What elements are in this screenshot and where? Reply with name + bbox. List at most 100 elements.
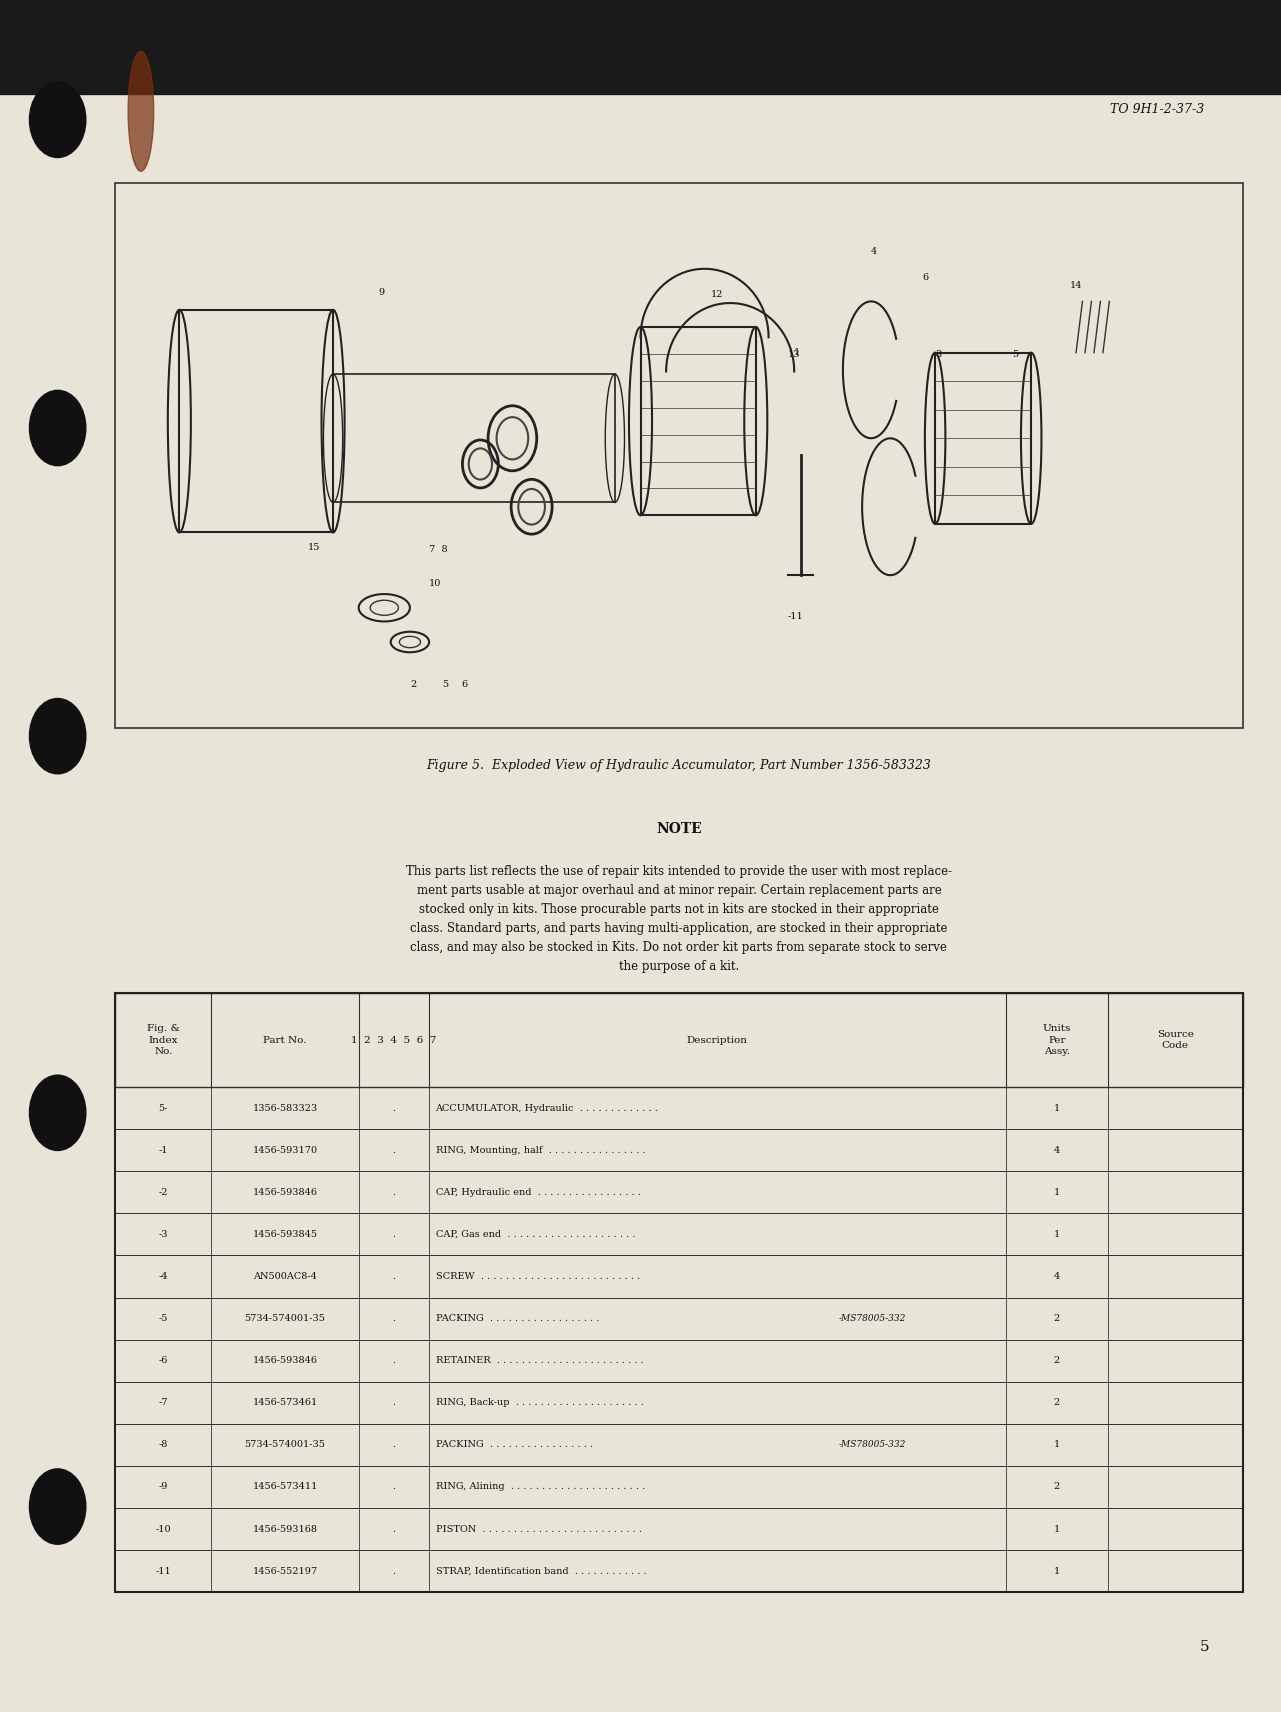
Text: CAP, Gas end  . . . . . . . . . . . . . . . . . . . . .: CAP, Gas end . . . . . . . . . . . . . .…: [436, 1229, 635, 1239]
Text: 1: 1: [794, 348, 801, 358]
Text: 1456-593170: 1456-593170: [252, 1145, 318, 1156]
Text: .: .: [392, 1356, 396, 1364]
Text: .: .: [392, 1566, 396, 1575]
Bar: [115, 1549, 1243, 1592]
Text: .: .: [392, 1104, 396, 1113]
Bar: [115, 993, 1243, 1592]
Text: Source
Code: Source Code: [1157, 1031, 1194, 1049]
Text: 1: 1: [1054, 1104, 1059, 1113]
Text: .: .: [392, 1145, 396, 1156]
Text: CAP, Hydraulic end  . . . . . . . . . . . . . . . . .: CAP, Hydraulic end . . . . . . . . . . .…: [436, 1188, 640, 1197]
Circle shape: [29, 1469, 86, 1544]
Text: 1456-593845: 1456-593845: [252, 1229, 318, 1239]
Text: -MS78005-332: -MS78005-332: [839, 1440, 907, 1450]
Text: 3: 3: [935, 349, 942, 360]
Text: 6: 6: [922, 272, 929, 282]
Bar: [115, 183, 1243, 728]
Bar: [115, 1424, 1243, 1465]
Text: .: .: [392, 1399, 396, 1407]
Text: 7  8: 7 8: [429, 544, 448, 555]
Text: 9: 9: [378, 288, 384, 298]
Text: TO 9H1-2-37-3: TO 9H1-2-37-3: [1109, 103, 1204, 116]
Text: -10: -10: [155, 1524, 172, 1534]
Text: 10: 10: [429, 579, 442, 589]
Text: 5-: 5-: [159, 1104, 168, 1113]
Text: 2: 2: [1054, 1399, 1059, 1407]
Circle shape: [29, 698, 86, 774]
Text: 5734-574001-35: 5734-574001-35: [245, 1315, 325, 1323]
Text: 2: 2: [1054, 1483, 1059, 1491]
Bar: [640, 327, 756, 515]
Text: SCREW  . . . . . . . . . . . . . . . . . . . . . . . . . .: SCREW . . . . . . . . . . . . . . . . . …: [436, 1272, 639, 1281]
Text: 5734-574001-35: 5734-574001-35: [245, 1440, 325, 1450]
Text: 1: 1: [1054, 1440, 1059, 1450]
Bar: [333, 375, 615, 503]
Bar: [115, 1382, 1243, 1424]
Bar: [115, 1339, 1243, 1382]
Text: .: .: [392, 1483, 396, 1491]
Text: STRAP, Identification band  . . . . . . . . . . . .: STRAP, Identification band . . . . . . .…: [436, 1566, 647, 1575]
Text: -5: -5: [159, 1315, 168, 1323]
Text: 6: 6: [461, 680, 468, 690]
Text: Figure 5.  Exploded View of Hydraulic Accumulator, Part Number 1356-583323: Figure 5. Exploded View of Hydraulic Acc…: [427, 758, 931, 772]
Bar: [115, 1508, 1243, 1549]
Text: -1: -1: [159, 1145, 168, 1156]
Text: Units
Per
Assy.: Units Per Assy.: [1043, 1024, 1071, 1056]
Ellipse shape: [128, 51, 154, 171]
Text: -9: -9: [159, 1483, 168, 1491]
Text: Fig. &
Index
No.: Fig. & Index No.: [147, 1024, 179, 1056]
Text: 1: 1: [1054, 1566, 1059, 1575]
Text: .: .: [392, 1315, 396, 1323]
Text: 5: 5: [442, 680, 448, 690]
Text: PACKING  . . . . . . . . . . . . . . . . .: PACKING . . . . . . . . . . . . . . . . …: [436, 1440, 596, 1450]
Bar: [115, 1214, 1243, 1255]
Bar: [115, 993, 1243, 1087]
Text: 2: 2: [1054, 1315, 1059, 1323]
Circle shape: [29, 1075, 86, 1150]
Text: 14: 14: [1070, 281, 1082, 291]
Circle shape: [29, 390, 86, 466]
Text: .: .: [392, 1524, 396, 1534]
Text: RING, Mounting, half  . . . . . . . . . . . . . . . .: RING, Mounting, half . . . . . . . . . .…: [436, 1145, 646, 1156]
Text: -8: -8: [159, 1440, 168, 1450]
Text: Description: Description: [687, 1036, 748, 1044]
Bar: [0, 0, 1281, 94]
Text: This parts list reflects the use of repair kits intended to provide the user wit: This parts list reflects the use of repa…: [406, 865, 952, 972]
Text: RING, Back-up  . . . . . . . . . . . . . . . . . . . . .: RING, Back-up . . . . . . . . . . . . . …: [436, 1399, 643, 1407]
Text: 5: 5: [1199, 1640, 1209, 1654]
Text: RETAINER  . . . . . . . . . . . . . . . . . . . . . . . .: RETAINER . . . . . . . . . . . . . . . .…: [436, 1356, 643, 1364]
Bar: [115, 1087, 1243, 1130]
Text: .: .: [392, 1440, 396, 1450]
Text: ACCUMULATOR, Hydraulic  . . . . . . . . . . . . .: ACCUMULATOR, Hydraulic . . . . . . . . .…: [436, 1104, 658, 1113]
Text: 2: 2: [1054, 1356, 1059, 1364]
Text: -11: -11: [155, 1566, 172, 1575]
Text: .: .: [392, 1272, 396, 1281]
Bar: [115, 1298, 1243, 1339]
Text: 1456-593846: 1456-593846: [252, 1356, 318, 1364]
Text: -4: -4: [159, 1272, 168, 1281]
Text: 1456-593168: 1456-593168: [252, 1524, 318, 1534]
Text: 1  2  3  4  5  6  7: 1 2 3 4 5 6 7: [351, 1036, 437, 1044]
Text: PACKING  . . . . . . . . . . . . . . . . . .: PACKING . . . . . . . . . . . . . . . . …: [436, 1315, 600, 1323]
Text: 1: 1: [1054, 1188, 1059, 1197]
Text: PISTON  . . . . . . . . . . . . . . . . . . . . . . . . . .: PISTON . . . . . . . . . . . . . . . . .…: [436, 1524, 642, 1534]
Text: -7: -7: [159, 1399, 168, 1407]
Text: 15: 15: [307, 543, 320, 553]
Bar: [115, 1130, 1243, 1171]
Text: 5: 5: [1012, 349, 1018, 360]
Text: 1356-583323: 1356-583323: [252, 1104, 318, 1113]
Text: 1456-573461: 1456-573461: [252, 1399, 318, 1407]
Text: 4: 4: [1054, 1272, 1059, 1281]
Bar: [115, 1255, 1243, 1298]
Text: 1456-552197: 1456-552197: [252, 1566, 318, 1575]
Bar: [935, 353, 1031, 524]
Circle shape: [29, 82, 86, 158]
Bar: [179, 310, 333, 532]
Text: NOTE: NOTE: [656, 822, 702, 835]
Text: 13: 13: [788, 349, 801, 360]
Text: -MS78005-332: -MS78005-332: [839, 1315, 907, 1323]
Text: -3: -3: [159, 1229, 168, 1239]
Text: -2: -2: [159, 1188, 168, 1197]
Text: 1456-593846: 1456-593846: [252, 1188, 318, 1197]
Text: 1456-573411: 1456-573411: [252, 1483, 318, 1491]
